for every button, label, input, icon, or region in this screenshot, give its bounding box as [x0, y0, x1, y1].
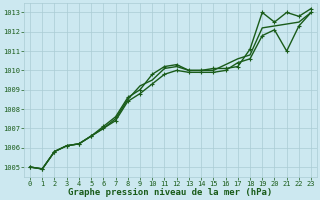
X-axis label: Graphe pression niveau de la mer (hPa): Graphe pression niveau de la mer (hPa) — [68, 188, 273, 197]
